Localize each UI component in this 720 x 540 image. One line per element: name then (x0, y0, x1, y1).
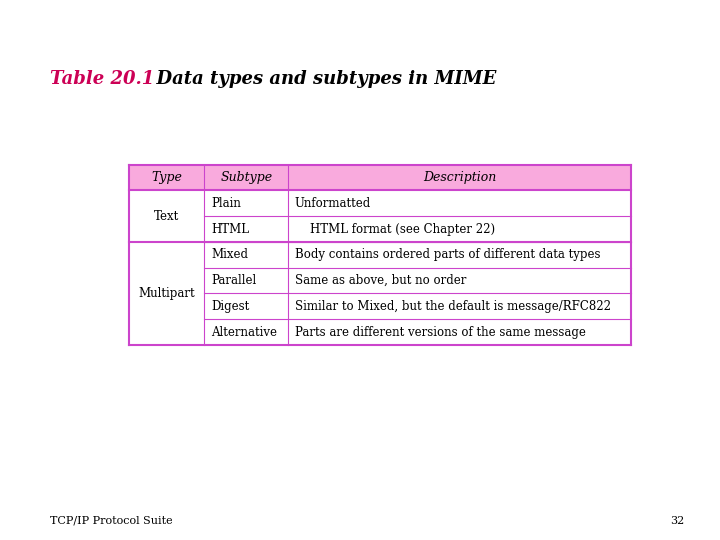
Text: Digest: Digest (211, 300, 249, 313)
Text: Alternative: Alternative (211, 326, 277, 339)
Text: 32: 32 (670, 516, 684, 526)
Text: Same as above, but no order: Same as above, but no order (294, 274, 466, 287)
Text: Parts are different versions of the same message: Parts are different versions of the same… (294, 326, 585, 339)
Text: Plain: Plain (211, 197, 241, 210)
Text: Similar to Mixed, but the default is message/RFC822: Similar to Mixed, but the default is mes… (294, 300, 611, 313)
Text: Multipart: Multipart (138, 287, 195, 300)
Text: HTML format (see Chapter 22): HTML format (see Chapter 22) (294, 222, 495, 235)
Text: Table 20.1: Table 20.1 (50, 70, 155, 87)
Text: Data types and subtypes in MIME: Data types and subtypes in MIME (144, 70, 496, 87)
Text: Type: Type (151, 171, 182, 184)
Text: Body contains ordered parts of different data types: Body contains ordered parts of different… (294, 248, 600, 261)
Text: Mixed: Mixed (211, 248, 248, 261)
Text: Unformatted: Unformatted (294, 197, 371, 210)
Text: Text: Text (154, 210, 179, 222)
Text: Subtype: Subtype (220, 171, 272, 184)
Text: Parallel: Parallel (211, 274, 256, 287)
Bar (129, 165, 631, 191)
Text: HTML: HTML (211, 222, 249, 235)
Text: Description: Description (423, 171, 496, 184)
Text: TCP/IP Protocol Suite: TCP/IP Protocol Suite (50, 516, 173, 526)
